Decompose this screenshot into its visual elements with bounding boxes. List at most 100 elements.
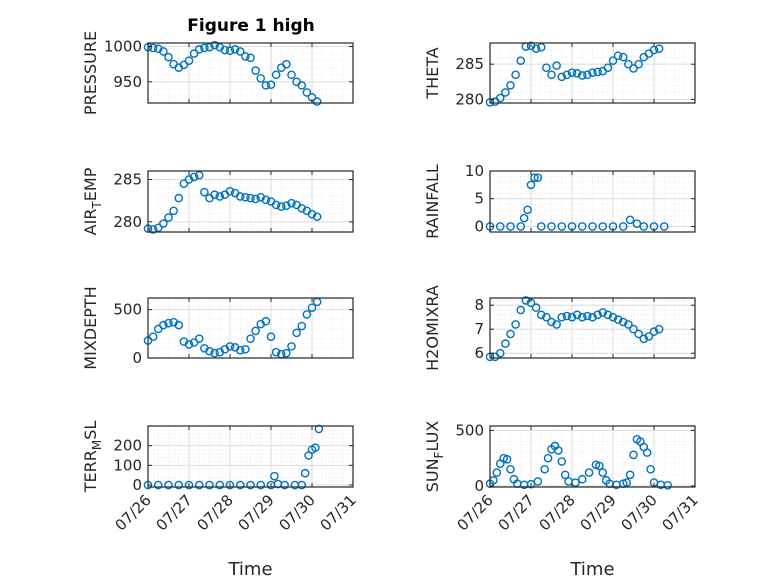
data-point — [543, 453, 553, 463]
y-tick-label: 500 — [113, 301, 142, 319]
data-point — [533, 477, 543, 486]
data-point — [225, 46, 235, 56]
data-point — [292, 328, 301, 338]
data-point — [297, 203, 307, 213]
x-tick-label: 07/28 — [536, 491, 579, 534]
data-point — [287, 70, 296, 80]
y-tick-label: 285 — [113, 170, 142, 188]
data-point — [598, 308, 608, 317]
x-tick-label: 07/28 — [194, 491, 237, 534]
x-tick-label: 07/27 — [153, 491, 196, 534]
data-point — [577, 222, 587, 231]
data-point — [613, 315, 623, 324]
data-point — [521, 296, 531, 305]
data-point — [189, 49, 199, 58]
data-point — [588, 222, 597, 231]
data-point — [235, 192, 245, 201]
data-point — [261, 195, 271, 205]
data-point — [169, 206, 178, 216]
y-tick-label: 5 — [474, 190, 484, 208]
y-axis-label: AIRTEMP — [81, 167, 104, 235]
y-tick-label: 100 — [113, 456, 142, 474]
data-point — [624, 59, 633, 69]
y-tick-label: 500 — [455, 421, 484, 439]
x-tick-label: 07/26 — [454, 491, 497, 534]
data-point — [542, 312, 551, 322]
data-point — [547, 222, 556, 231]
data-point — [311, 443, 320, 452]
data-point — [593, 67, 602, 77]
y-tick-label: 10 — [465, 162, 484, 180]
data-point — [642, 448, 652, 457]
y-axis-label: PRESSURE — [81, 31, 100, 115]
data-point — [526, 180, 536, 190]
data-point — [506, 329, 515, 339]
data-point — [608, 56, 618, 65]
data-point — [649, 327, 659, 336]
data-point — [282, 59, 291, 69]
data-point — [287, 198, 296, 208]
data-point — [174, 320, 184, 330]
y-tick-label: 280 — [113, 213, 142, 231]
x-axis-label: Time — [569, 559, 614, 580]
data-point — [598, 468, 608, 477]
data-point — [200, 187, 209, 197]
y-tick-label: 285 — [455, 55, 484, 73]
data-point — [314, 424, 324, 434]
axes-box — [489, 42, 696, 104]
data-point — [608, 312, 618, 322]
axes-mixdepth: 0 500 MIXDEPTH — [81, 286, 354, 370]
data-point — [557, 72, 567, 82]
data-point — [256, 192, 266, 202]
data-point — [577, 474, 587, 484]
data-point — [572, 310, 582, 320]
axes-box — [489, 170, 696, 233]
data-point — [164, 318, 173, 328]
data-point — [511, 70, 520, 80]
data-point — [164, 480, 173, 490]
data-point — [557, 312, 567, 322]
data-point — [511, 320, 520, 329]
y-tick-label: 8 — [474, 296, 484, 314]
data-point — [246, 334, 255, 343]
data-point — [282, 201, 291, 211]
data-point — [271, 200, 281, 210]
data-point — [189, 172, 199, 182]
axes-rainfall: 0 5 10 RAINFALL — [423, 162, 696, 239]
data-point — [547, 317, 556, 327]
data-point — [184, 480, 194, 490]
data-point — [552, 320, 561, 329]
axes-box — [147, 297, 354, 359]
x-tick-label: 07/27 — [495, 491, 538, 534]
data-point — [560, 470, 570, 480]
data-point — [536, 222, 546, 231]
data-point — [495, 93, 505, 103]
data-point — [625, 470, 635, 480]
data-point — [567, 312, 577, 322]
data-point — [536, 310, 546, 320]
data-point — [595, 461, 604, 471]
data-point — [307, 209, 317, 219]
y-tick-label: 280 — [455, 90, 484, 108]
data-point — [174, 480, 184, 490]
data-point — [276, 202, 286, 211]
data-point — [164, 213, 173, 222]
data-point — [302, 88, 312, 97]
figure-title: Figure 1 high — [187, 16, 315, 36]
data-point — [271, 70, 281, 80]
data-point — [584, 468, 594, 477]
data-point — [588, 68, 597, 77]
data-point — [261, 316, 271, 326]
data-point — [153, 223, 163, 233]
data-point — [644, 332, 654, 341]
y-tick-label: 7 — [474, 320, 484, 338]
data-point — [297, 480, 307, 490]
axes-box — [147, 170, 354, 233]
data-point — [241, 52, 250, 61]
data-point — [307, 303, 317, 312]
data-point — [270, 471, 279, 481]
data-point — [179, 60, 189, 70]
y-tick-label: 0 — [474, 217, 484, 235]
